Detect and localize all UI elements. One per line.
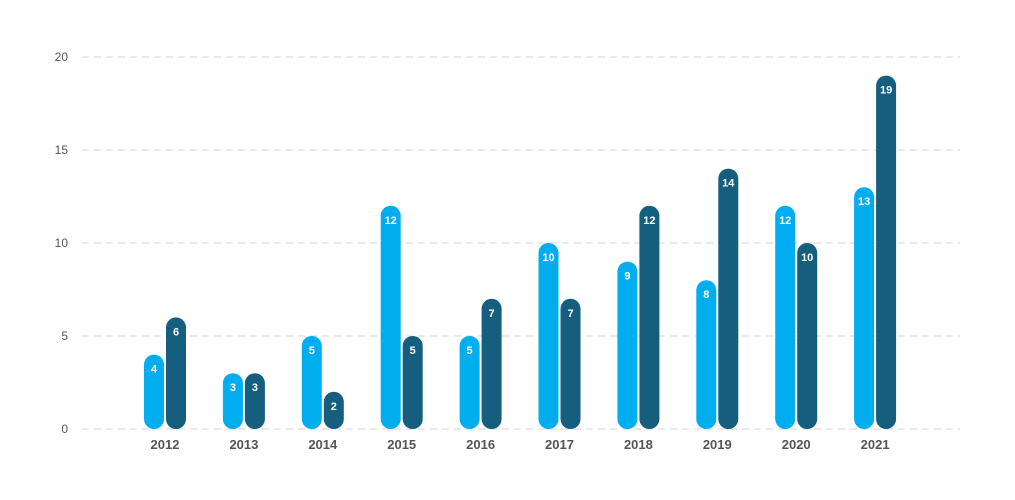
bar-series1-2017 [538,243,559,429]
y-tick-label: 10 [55,236,69,250]
y-tick-label: 5 [61,329,68,343]
bar-series1-2015 [380,205,401,429]
bar-series2-2016 [481,298,502,429]
data-label-series2-2019: 14 [722,178,735,190]
bar-series1-2021 [854,187,875,429]
bar-series1-2016 [459,336,480,429]
x-axis-ticks: 2012 2013 2014 2015 2016 2017 2018 2019 2020 2021 [151,437,890,452]
data-label-series1-2018: 9 [624,271,630,283]
data-label-series1-2013: 3 [230,382,236,394]
data-label-series1-2012: 4 [151,364,158,376]
y-tick-label: 15 [55,143,69,157]
data-label-series1-2020: 12 [779,215,791,227]
data-label-series1-2016: 5 [467,345,473,357]
bar-series1-2012 [144,354,164,429]
data-label-series1-2021: 13 [858,196,870,208]
y-axis-ticks: 0 5 10 15 20 [55,50,69,436]
bar-series1-2013 [222,373,243,429]
y-tick-label: 0 [61,422,68,436]
x-tick-label-2015: 2015 [387,437,416,452]
data-label-series1-2015: 12 [385,215,397,227]
x-tick-label-2012: 2012 [151,437,180,452]
bar-series2-2018 [639,205,660,429]
x-tick-label-2017: 2017 [545,437,574,452]
data-label-series2-2016: 7 [489,308,495,320]
bar-series2-2021 [876,75,897,429]
data-label-series2-2014: 2 [331,401,337,413]
x-tick-label-2016: 2016 [466,437,495,452]
x-tick-label-2014: 2014 [308,437,338,452]
x-tick-label-2020: 2020 [782,437,811,452]
x-tick-label-2018: 2018 [624,437,653,452]
data-label-series1-2019: 8 [703,289,709,301]
x-tick-label-2021: 2021 [861,437,890,452]
bar-series2-2012 [166,317,186,429]
bars: 4 6 3 3 5 2 12 5 5 7 10 7 9 12 8 14 12 10 13 19 [144,75,897,429]
data-label-series1-2014: 5 [309,345,315,357]
bar-series2-2020 [797,243,818,429]
data-label-series2-2012: 6 [173,326,179,338]
data-label-series2-2017: 7 [567,308,573,320]
bar-series1-2014 [301,336,322,429]
x-tick-label-2013: 2013 [229,437,258,452]
bar-series1-2020 [775,205,796,429]
data-label-series2-2013: 3 [252,382,258,394]
y-tick-label: 20 [55,50,69,64]
data-label-series1-2017: 10 [542,252,554,264]
data-label-series2-2020: 10 [801,252,813,264]
gridlines [82,56,960,430]
x-tick-label-2019: 2019 [703,437,732,452]
data-label-series2-2018: 12 [643,215,655,227]
bar-series2-2014 [323,391,344,429]
bar-series2-2017 [560,298,581,429]
data-label-series2-2021: 19 [880,85,892,97]
bar-series2-2015 [402,336,423,429]
bar-series1-2019 [696,280,717,429]
data-label-series2-2015: 5 [410,345,416,357]
bar-series1-2018 [617,261,638,429]
bar-series2-2019 [718,168,739,429]
bar-series2-2013 [244,373,265,429]
